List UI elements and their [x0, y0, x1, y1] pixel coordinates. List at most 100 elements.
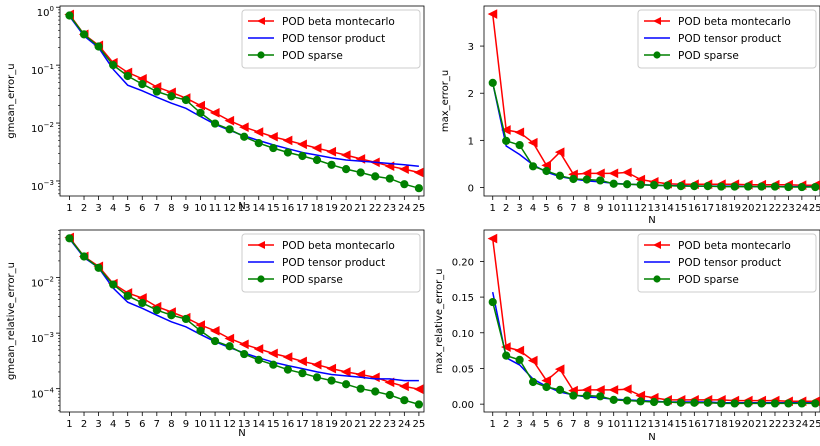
x-tick-label: 17	[701, 203, 714, 214]
x-tick-label: 11	[621, 419, 634, 430]
data-point-beta	[239, 122, 249, 132]
y-axis-label: gmean_error_u	[6, 63, 17, 138]
x-tick-label: 5	[125, 203, 131, 214]
data-point-sparse	[542, 166, 551, 176]
y-tick-label: 100	[37, 5, 54, 19]
y-tick-label: 0.20	[452, 257, 474, 268]
data-point-sparse	[502, 136, 511, 145]
x-tick-label: 23	[383, 419, 396, 430]
data-point-sparse	[743, 182, 753, 191]
data-point-sparse	[385, 390, 394, 400]
y-tick-base: 10	[31, 334, 44, 345]
series-group	[64, 9, 424, 193]
x-tick-label: 25	[413, 203, 426, 214]
data-point-beta	[253, 127, 264, 137]
data-point-sparse	[676, 181, 685, 191]
data-point-sparse	[676, 398, 685, 407]
y-tick-label: 10−2	[31, 276, 54, 290]
x-tick-label: 15	[267, 419, 280, 430]
data-point-beta	[501, 342, 511, 352]
data-point-sparse	[797, 182, 806, 192]
data-point-sparse	[730, 399, 739, 408]
data-point-sparse	[269, 143, 278, 153]
x-tick-label: 16	[688, 419, 701, 430]
data-point-sparse	[596, 176, 605, 185]
data-point-sparse	[210, 119, 220, 128]
x-tick-label: 21	[755, 419, 768, 430]
data-point-sparse	[414, 400, 424, 409]
x-tick-label: 4	[110, 419, 116, 430]
data-point-sparse	[528, 377, 538, 387]
x-tick-label: 2	[81, 203, 87, 214]
data-point-sparse	[663, 397, 672, 407]
data-point-sparse	[109, 61, 118, 70]
series-line-tensor	[491, 82, 816, 188]
data-point-sparse	[385, 174, 394, 183]
x-tick-label: 5	[543, 203, 549, 214]
x-tick-label: 17	[701, 419, 714, 430]
data-point-sparse	[757, 399, 766, 408]
x-tick-label: 22	[369, 203, 382, 214]
x-tick-label: 4	[530, 419, 536, 430]
x-tick-label: 2	[81, 419, 87, 430]
x-tick-label: 20	[742, 419, 755, 430]
data-point-sparse	[770, 182, 780, 191]
y-tick-label: 0.00	[452, 400, 474, 411]
y-tick-base: 10	[31, 66, 44, 77]
x-tick-label: 7	[570, 419, 576, 430]
data-point-sparse	[269, 360, 278, 369]
x-tick-label: 23	[383, 203, 396, 214]
data-point-beta	[355, 369, 366, 380]
data-point-sparse	[609, 179, 618, 188]
y-tick-base: 10	[31, 182, 44, 193]
x-tick-label: 16	[281, 419, 294, 430]
y-axis-label: max_error_u	[440, 70, 451, 132]
series-line-tensor	[491, 291, 816, 404]
legend-box	[241, 233, 421, 293]
data-point-beta	[340, 150, 351, 160]
x-tick-label: 14	[252, 419, 265, 430]
data-point-sparse	[400, 396, 409, 405]
data-point-sparse	[283, 148, 292, 157]
x-tick-label: 3	[95, 203, 101, 214]
data-point-sparse	[690, 181, 699, 191]
x-tick-label: 4	[110, 203, 116, 214]
data-point-beta	[608, 168, 619, 179]
data-point-beta	[413, 167, 424, 178]
series-group	[487, 233, 820, 408]
x-tick-label: 18	[715, 419, 728, 430]
data-point-sparse	[138, 80, 147, 89]
data-point-beta	[297, 356, 307, 367]
x-tick-label: 24	[398, 419, 411, 430]
y-tick-label: 10−2	[31, 121, 54, 135]
legend-label-tensor: POD tensor product	[282, 257, 385, 269]
y-tick-label: 0	[468, 184, 474, 195]
x-tick-label: 21	[755, 203, 768, 214]
data-point-sparse	[649, 181, 659, 190]
x-tick-label: 10	[194, 203, 207, 214]
data-point-beta	[340, 367, 351, 377]
x-tick-label: 9	[183, 203, 189, 214]
data-point-beta	[282, 352, 293, 362]
legend: POD beta montecarlo POD tensor product POD…	[637, 9, 817, 69]
legend-label-tensor: POD tensor product	[678, 257, 781, 269]
data-point-sparse	[717, 182, 726, 191]
data-point-sparse	[123, 71, 132, 81]
x-tick-label: 3	[516, 419, 522, 430]
data-point-beta	[282, 135, 293, 146]
data-point-sparse	[596, 392, 605, 401]
legend-label-tensor: POD tensor product	[282, 33, 385, 45]
x-tick-label: 22	[769, 203, 782, 214]
legend-label-beta: POD beta montecarlo	[282, 16, 395, 28]
data-point-sparse	[542, 382, 551, 392]
data-point-sparse	[181, 95, 191, 105]
x-tick-label: 17	[296, 203, 309, 214]
plot-frame	[483, 229, 820, 413]
y-tick-base: 10	[31, 124, 44, 135]
x-tick-label: 2	[503, 419, 509, 430]
y-tick-label: 3	[468, 42, 474, 53]
data-point-beta	[311, 143, 322, 153]
legend-box	[637, 9, 817, 69]
data-point-sparse	[356, 168, 365, 177]
legend-label-sparse: POD sparse	[282, 50, 343, 62]
